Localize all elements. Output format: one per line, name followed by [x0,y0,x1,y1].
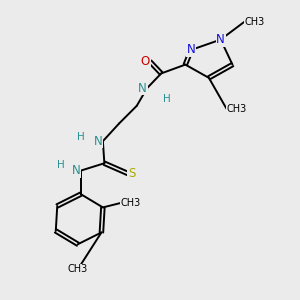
Text: H: H [77,132,85,142]
Text: N: N [94,135,103,148]
Text: S: S [128,167,135,180]
Text: CH3: CH3 [244,17,265,27]
Text: N: N [216,33,225,46]
Text: N: N [138,82,147,95]
Text: CH3: CH3 [68,264,88,274]
Text: CH3: CH3 [121,198,141,208]
Text: H: H [163,94,171,104]
Text: N: N [72,164,81,177]
Text: O: O [141,55,150,68]
Text: N: N [187,44,196,56]
Text: CH3: CH3 [226,104,247,114]
Text: H: H [57,160,64,170]
